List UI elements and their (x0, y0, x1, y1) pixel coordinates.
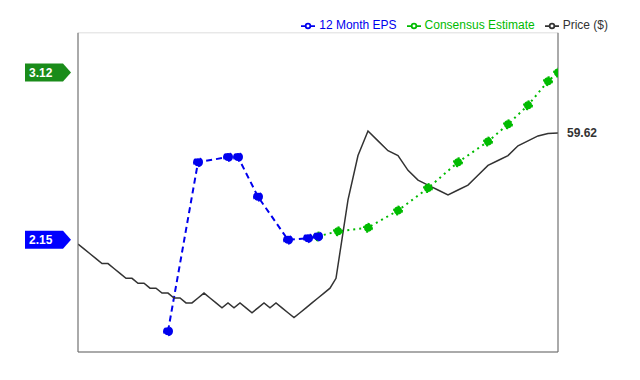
svg-text:3.12: 3.12 (29, 66, 53, 80)
html-text:Consensus Estimate: Consensus Estimate (424, 18, 535, 32)
svg-text:59.62: 59.62 (567, 126, 597, 140)
html-text:Price ($): Price ($) (562, 18, 608, 32)
html-text:12 Month EPS: 12 Month EPS (319, 18, 397, 32)
svg-text:2.15: 2.15 (29, 233, 53, 247)
